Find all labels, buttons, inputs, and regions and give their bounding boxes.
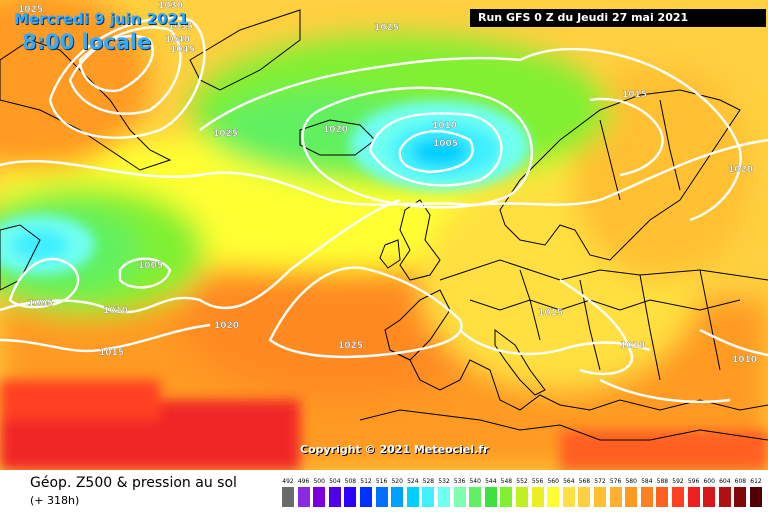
isobar-label: 1005 <box>28 299 53 309</box>
legend-swatch <box>562 487 575 507</box>
legend-swatch <box>500 487 513 507</box>
map-title: Géop. Z500 & pression au sol <box>30 475 237 491</box>
isobar-label: 1020 <box>214 321 239 331</box>
legend-value: 504 <box>329 478 341 485</box>
isobar-label: 1015 <box>99 348 124 358</box>
isobar-label: 1045 <box>170 45 195 55</box>
lead-time: (+ 318h) <box>30 494 80 507</box>
isobar-label: 1030 <box>158 1 183 11</box>
legend-value: 604 <box>719 478 731 485</box>
legend-swatch <box>734 487 747 507</box>
legend-value: 612 <box>750 478 762 485</box>
legend-swatch <box>594 487 606 507</box>
legend-swatch <box>750 487 762 507</box>
isobar-labels: 1025 1030 1035 1040 1045 1025 1025 1020 … <box>18 1 757 365</box>
isobar-label: 1035 <box>168 22 193 32</box>
legend-swatch <box>469 487 482 507</box>
isobar-label: 1005 <box>138 261 163 271</box>
legend-value: 508 <box>344 478 357 485</box>
legend-value: 576 <box>609 478 622 485</box>
legend-value: 584 <box>641 478 653 485</box>
isobar-label: 1015 <box>538 308 563 318</box>
legend-swatch <box>453 487 466 507</box>
legend-swatch <box>297 487 310 507</box>
legend-value: 608 <box>734 478 747 485</box>
legend-swatch <box>282 487 294 507</box>
legend-value: 532 <box>438 478 450 485</box>
isobar-label: 1025 <box>213 129 238 139</box>
isobar-label: 1010 <box>732 355 757 365</box>
forecast-date: Mercredi 9 juin 2021 <box>14 10 189 28</box>
legend-value: 500 <box>313 478 325 485</box>
legend-swatch <box>516 487 528 507</box>
legend-value: 580 <box>625 478 637 485</box>
legend-value: 588 <box>656 478 669 485</box>
isobar-label: 1025 <box>374 23 399 33</box>
copyright: Copyright © 2021 Meteociel.fr <box>300 443 489 456</box>
legend-swatch <box>422 487 435 507</box>
legend-swatch <box>578 487 591 507</box>
legend-swatch <box>438 487 450 507</box>
legend-value: 528 <box>422 478 435 485</box>
legend-value: 552 <box>516 478 528 485</box>
legend-value: 548 <box>500 478 513 485</box>
legend-value: 512 <box>360 478 372 485</box>
legend-swatch <box>672 487 684 507</box>
isobar-label: 1020 <box>323 125 348 135</box>
legend-value: 568 <box>578 478 591 485</box>
pressure-map: 1025 1030 1035 1040 1045 1025 1025 1020 … <box>0 0 768 470</box>
isobars <box>0 16 768 403</box>
legend-swatch <box>718 487 731 507</box>
legend-value: 520 <box>391 478 403 485</box>
legend-swatch <box>609 487 622 507</box>
legend-value: 560 <box>547 478 559 485</box>
legend-value: 496 <box>297 478 310 485</box>
forecast-time: 8:00 locale <box>22 30 152 54</box>
legend-value: 556 <box>531 478 544 485</box>
isobar-label: 1025 <box>18 5 43 15</box>
isobar-label: 1010 <box>103 306 128 316</box>
isobar-label: 1015 <box>622 90 647 100</box>
legend-value: 544 <box>485 478 497 485</box>
legend-swatch <box>687 487 700 507</box>
legend-swatch <box>547 487 560 507</box>
legend-value: 524 <box>407 478 419 485</box>
isobar-label: 1010 <box>432 121 457 131</box>
legend-swatch <box>328 487 341 507</box>
legend-value: 564 <box>563 478 575 485</box>
legend-value: 536 <box>453 478 466 485</box>
legend-value: 600 <box>703 478 715 485</box>
legend-swatch <box>313 487 326 507</box>
legend-swatch <box>375 487 388 507</box>
legend-value: 492 <box>282 478 294 485</box>
legend-swatch <box>360 487 372 507</box>
legend-swatch <box>406 487 419 507</box>
isobar-label: 1005 <box>433 139 458 149</box>
legend-value: 572 <box>594 478 606 485</box>
legend-value: 596 <box>687 478 700 485</box>
legend-swatch <box>640 487 653 507</box>
legend-swatch <box>391 487 404 507</box>
legend-swatch <box>703 487 716 507</box>
legend-value: 516 <box>375 478 388 485</box>
legend-swatch <box>625 487 638 507</box>
isobar-label: 1020 <box>728 165 753 175</box>
legend-value: 592 <box>672 478 684 485</box>
legend-swatch <box>344 487 357 507</box>
isobar-label: 1025 <box>338 341 363 351</box>
isobar-label: 1010 <box>620 341 645 351</box>
isobar-label: 1040 <box>165 35 190 45</box>
legend-swatch <box>484 487 497 507</box>
legend-value: 540 <box>469 478 481 485</box>
run-info: Run GFS 0 Z du Jeudi 27 mai 2021 <box>470 9 766 27</box>
legend-swatch <box>531 487 544 507</box>
legend-swatch <box>656 487 669 507</box>
